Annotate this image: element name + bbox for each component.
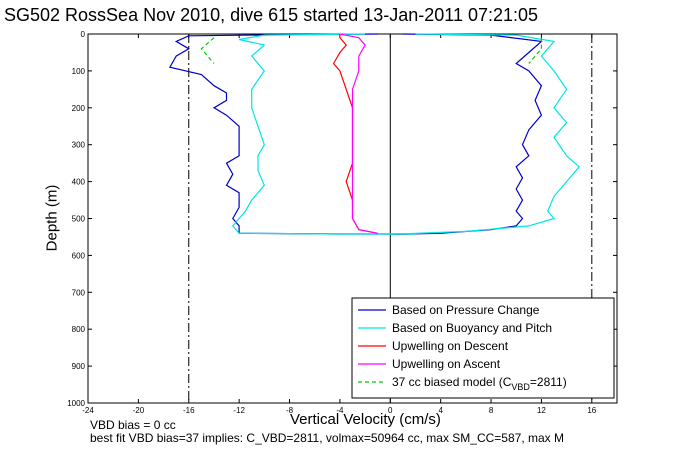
series-line xyxy=(200,37,215,64)
x-tick-label: 12 xyxy=(537,406,546,415)
x-tick-label: 8 xyxy=(489,406,494,415)
series-line xyxy=(332,34,378,234)
y-tick-label: 900 xyxy=(72,362,86,371)
series-line xyxy=(390,33,581,235)
y-tick-label: 500 xyxy=(72,215,86,224)
x-tick-label: 0 xyxy=(388,406,393,415)
y-tick-label: 700 xyxy=(72,288,86,297)
y-tick-label: 1000 xyxy=(67,399,85,408)
x-tick-label: -12 xyxy=(233,406,245,415)
x-tick-label: -4 xyxy=(336,406,344,415)
y-tick-label: 100 xyxy=(72,67,86,76)
series-line xyxy=(232,33,416,235)
y-tick-label: 0 xyxy=(81,30,86,39)
legend-label: Upwelling on Ascent xyxy=(392,357,501,371)
legend-label: Based on Pressure Change xyxy=(392,303,540,317)
x-tick-label: -24 xyxy=(82,406,94,415)
x-tick-label: -16 xyxy=(183,406,195,415)
x-axis-label: Vertical Velocity (cm/s) xyxy=(290,411,441,428)
y-tick-label: 300 xyxy=(72,141,86,150)
y-tick-label: 200 xyxy=(72,104,86,113)
y-tick-label: 800 xyxy=(72,325,86,334)
vbd-bias-note: VBD bias = 0 cc xyxy=(90,418,176,432)
x-tick-label: 4 xyxy=(438,406,443,415)
best-fit-note: best fit VBD bias=37 implies: C_VBD=2811… xyxy=(90,431,564,445)
y-tick-label: 400 xyxy=(72,178,86,187)
x-tick-label: -8 xyxy=(286,406,294,415)
chart-title: SG502 RossSea Nov 2010, dive 615 started… xyxy=(4,5,539,25)
series-line xyxy=(390,33,543,235)
y-tick-label: 600 xyxy=(72,251,86,260)
legend-label: Based on Buoyancy and Pitch xyxy=(392,321,552,335)
x-tick-label: 16 xyxy=(587,406,596,415)
legend-label: Upwelling on Descent xyxy=(392,339,509,353)
legend-box xyxy=(351,297,615,399)
series-line xyxy=(168,33,416,235)
x-tick-label: -20 xyxy=(133,406,145,415)
series-line xyxy=(339,33,378,234)
series-line xyxy=(528,37,543,64)
